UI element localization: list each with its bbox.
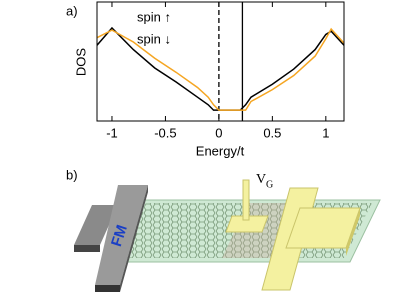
x-axis-label: Energy/t (196, 143, 245, 158)
device-illustration: FM V G (74, 172, 381, 292)
electrode (74, 205, 118, 245)
x-tick-label: 0.5 (263, 125, 281, 140)
electrode (95, 285, 120, 292)
electrode (95, 185, 148, 285)
gate-label: V (256, 172, 266, 187)
electrode (346, 208, 360, 256)
series-line (96, 26, 345, 111)
fm-label: FM (108, 223, 131, 249)
gate-label: G (266, 179, 273, 190)
y-axis-label: DOS (73, 48, 88, 77)
legend-label: spin ↑ (137, 9, 171, 24)
x-tick-label: 1 (322, 125, 329, 140)
panel-label: b) (66, 167, 78, 182)
series-line (96, 27, 345, 111)
gate (225, 215, 269, 233)
x-tick-label: 0 (215, 125, 222, 140)
gate-lead (242, 179, 250, 221)
plot-frame (96, 1, 345, 122)
x-tick-label: -0.5 (154, 125, 176, 140)
plot-area: spin ↑ spin ↓ -1 -0.5 0 0.5 1 (96, 1, 345, 140)
electrode (120, 185, 148, 292)
electrode (74, 245, 100, 252)
legend-label: spin ↓ (137, 31, 171, 46)
x-tick-label: -1 (106, 125, 118, 140)
panel-label: a) (66, 3, 78, 18)
